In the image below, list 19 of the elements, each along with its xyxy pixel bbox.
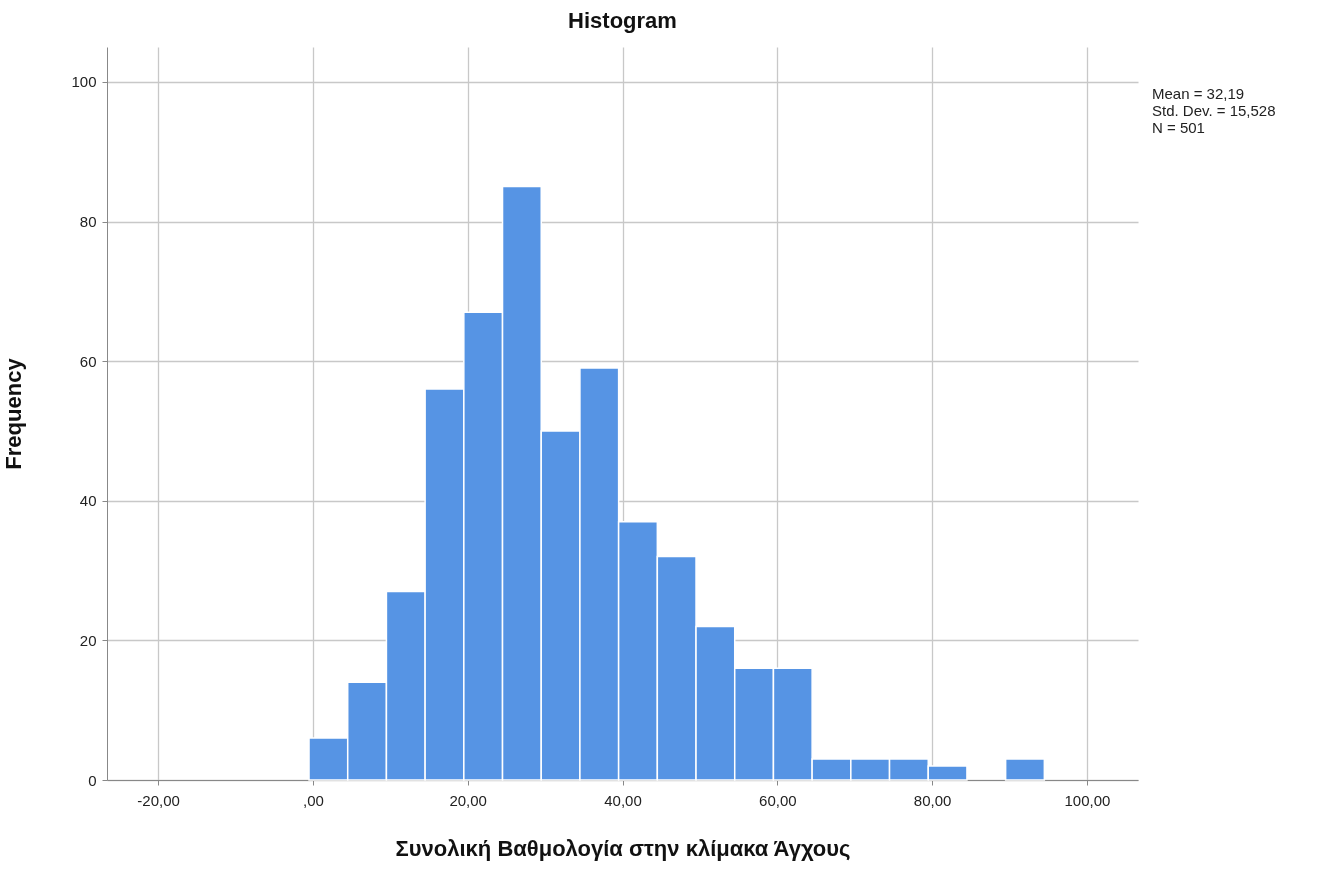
chart-title: Histogram	[568, 8, 677, 33]
x-axis-title: Συνολική Βαθμολογία στην κλίμακα Άγχους	[395, 835, 851, 861]
y-tick-label: 40	[79, 492, 97, 510]
x-tick-label: 20,00	[449, 791, 487, 809]
x-tick-label: -20,00	[137, 791, 180, 809]
text: Mean = 32,19	[1152, 85, 1245, 102]
text: N = 501	[1152, 119, 1205, 136]
y-tick-label: 20	[79, 631, 97, 649]
y-tick-label: 100	[71, 73, 97, 91]
x-tick-label: 80,00	[913, 791, 952, 809]
x-tick-label: 100,00	[1064, 791, 1111, 809]
x-tick-label: 40,00	[604, 791, 642, 809]
y-tick-label: 80	[79, 213, 97, 231]
y-tick-label: 0	[88, 771, 97, 789]
y-axis-title: Frequency	[1, 357, 27, 470]
x-tick-label: 60,00	[759, 791, 797, 809]
text: Std. Dev. = 15,528	[1152, 102, 1276, 119]
x-tick-label: ,00	[302, 791, 324, 809]
y-tick-label: 60	[79, 352, 97, 370]
